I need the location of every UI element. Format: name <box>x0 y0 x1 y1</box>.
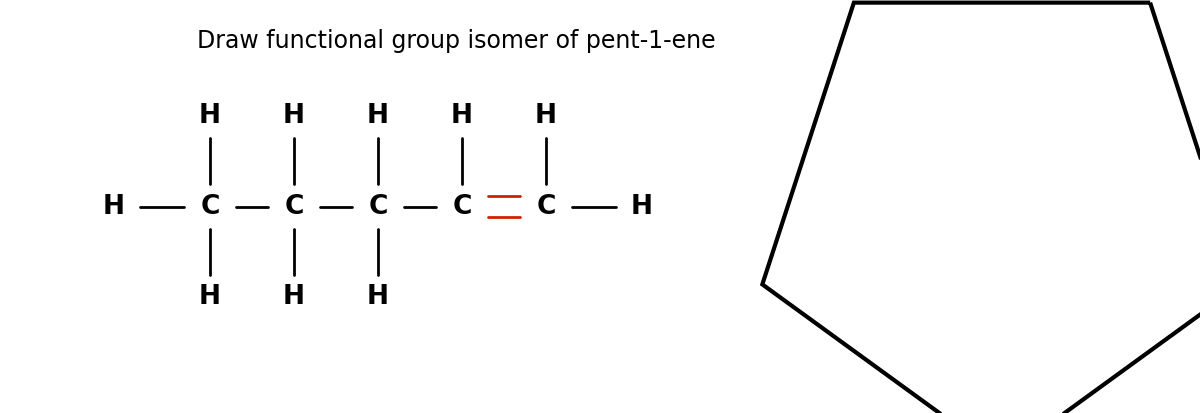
Text: H: H <box>451 103 473 128</box>
Text: C: C <box>284 194 304 219</box>
Text: H: H <box>199 103 221 128</box>
Text: C: C <box>536 194 556 219</box>
Text: H: H <box>283 285 305 310</box>
Text: H: H <box>367 285 389 310</box>
Text: Draw functional group isomer of pent-1-ene: Draw functional group isomer of pent-1-e… <box>197 29 715 53</box>
Text: H: H <box>283 103 305 128</box>
Text: H: H <box>199 285 221 310</box>
Text: C: C <box>368 194 388 219</box>
Text: H: H <box>367 103 389 128</box>
Text: H: H <box>631 194 653 219</box>
Text: C: C <box>452 194 472 219</box>
Text: C: C <box>200 194 220 219</box>
Text: H: H <box>535 103 557 128</box>
Text: H: H <box>103 194 125 219</box>
